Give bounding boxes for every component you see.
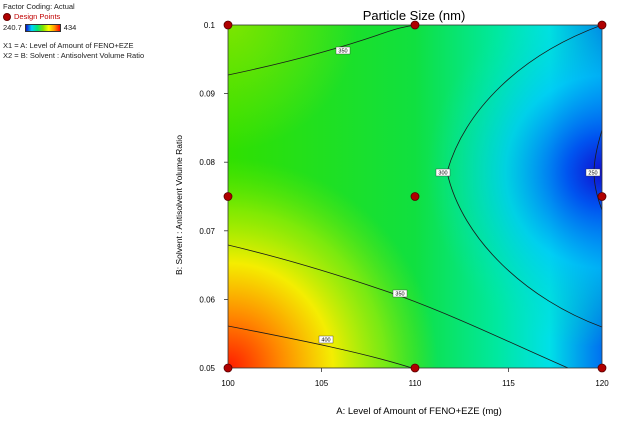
x2-definition: X2 = B: Solvent : Antisolvent Volume Rat… bbox=[3, 51, 145, 60]
design-point bbox=[410, 363, 420, 373]
x-tick-label: 110 bbox=[409, 379, 422, 388]
contour-label-text: 400 bbox=[321, 338, 330, 344]
colorbar-legend: 240.7 434 bbox=[3, 23, 144, 33]
colorbar-gradient bbox=[24, 24, 61, 32]
design-points-label: Design Points bbox=[14, 12, 61, 21]
design-point bbox=[410, 192, 420, 201]
contour-label-text: 250 bbox=[588, 171, 597, 177]
x-axis-label: A: Level of Amount of FENO+EZE (mg) bbox=[336, 406, 502, 417]
design-point bbox=[410, 20, 420, 30]
factor-definitions: X1 = A: Level of Amount of FENO+EZE X2 =… bbox=[3, 41, 144, 61]
design-point bbox=[223, 20, 233, 30]
x-tick-label: 105 bbox=[315, 379, 329, 388]
contour-label-350-top: 350 bbox=[335, 46, 351, 55]
contour-label-text: 350 bbox=[338, 49, 347, 55]
design-point bbox=[223, 363, 233, 373]
design-points bbox=[223, 20, 607, 373]
x-tick-label: 120 bbox=[595, 379, 609, 388]
contour-label-250: 250 bbox=[585, 168, 601, 177]
chart-title: Particle Size (nm) bbox=[363, 8, 466, 23]
design-point bbox=[223, 192, 233, 201]
colorbar-min: 240.7 bbox=[3, 23, 22, 32]
contour-labels: 350 300 250 350 400 bbox=[318, 46, 601, 344]
design-point bbox=[597, 20, 607, 30]
y-tick-label: 0.08 bbox=[199, 158, 215, 167]
design-point-icon bbox=[3, 13, 11, 21]
y-tick-label: 0.06 bbox=[199, 295, 215, 304]
x-tick-label: 115 bbox=[502, 379, 515, 388]
contour-label-300: 300 bbox=[435, 168, 451, 177]
y-tick-label: 0.1 bbox=[204, 21, 216, 30]
design-point bbox=[597, 363, 607, 373]
contour-label-350-bottom: 350 bbox=[392, 289, 408, 298]
y-tick-label: 0.09 bbox=[199, 90, 215, 99]
x1-definition: X1 = A: Level of Amount of FENO+EZE bbox=[3, 41, 134, 50]
legend-panel: Factor Coding: Actual Design Points 240.… bbox=[3, 2, 144, 61]
y-tick-label: 0.07 bbox=[199, 227, 215, 236]
y-axis-label: B: Solvent : Antisolvent Volume Ratio bbox=[174, 135, 184, 275]
contour-label-text: 350 bbox=[395, 292, 404, 298]
contour-line-350-top bbox=[228, 25, 419, 76]
y-tick-label: 0.05 bbox=[199, 364, 215, 373]
colorbar-max: 434 bbox=[63, 23, 77, 32]
contour-label-text: 300 bbox=[438, 171, 447, 177]
contour-line-400 bbox=[228, 325, 413, 368]
x-tick-label: 100 bbox=[221, 379, 235, 388]
factor-coding-heading: Factor Coding: Actual bbox=[3, 2, 75, 11]
contour-label-400: 400 bbox=[318, 335, 334, 344]
design-points-legend: Design Points bbox=[3, 12, 144, 22]
design-point bbox=[597, 192, 607, 201]
